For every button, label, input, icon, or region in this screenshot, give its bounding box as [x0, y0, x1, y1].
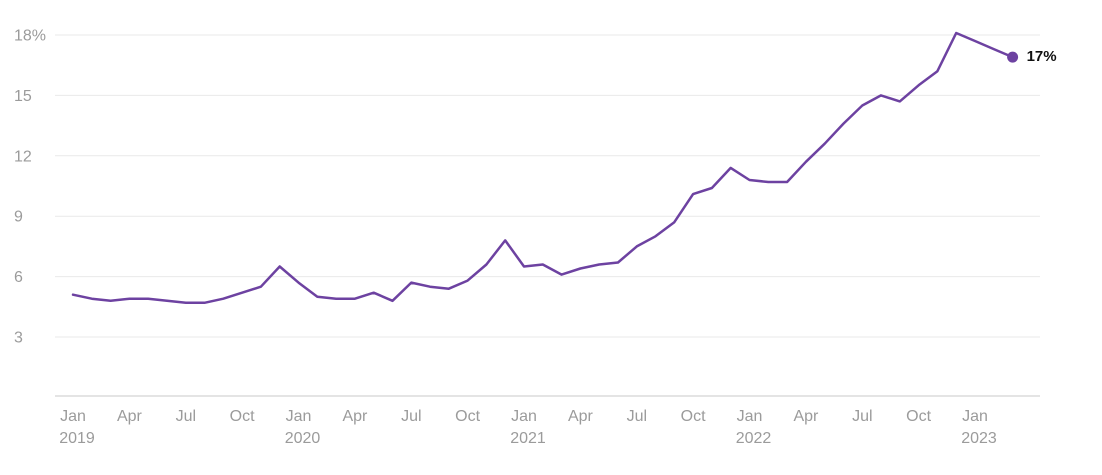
x-axis-year-label: 2022	[736, 430, 772, 447]
x-axis-tick-label: Jan	[60, 408, 86, 425]
x-axis-tick-label: Jul	[176, 408, 196, 425]
x-axis-year-label: 2020	[285, 430, 321, 447]
x-axis-tick-label: Jan	[286, 408, 312, 425]
x-axis-tick-label: Jan	[962, 408, 988, 425]
x-axis-tick-label: Apr	[568, 408, 594, 425]
y-axis-tick-label: 9	[14, 209, 23, 226]
x-axis-tick-label: Oct	[681, 408, 706, 425]
x-axis-year-label: 2021	[510, 430, 546, 447]
x-axis-tick-label: Jul	[401, 408, 421, 425]
latest-point-marker	[1007, 51, 1019, 63]
data-line	[71, 31, 1014, 305]
x-axis-tick-label: Oct	[455, 408, 480, 425]
x-axis-year-label: 2023	[961, 430, 997, 447]
x-axis-tick-label: Jan	[511, 408, 537, 425]
x-axis-year-label: 2019	[59, 430, 95, 447]
x-axis-tick-label: Jan	[737, 408, 763, 425]
x-axis-tick-label: Apr	[793, 408, 819, 425]
latest-value-label: 17%	[1026, 48, 1057, 66]
y-axis-tick-label: 3	[14, 330, 23, 347]
y-axis-tick-label: 18%	[14, 28, 46, 45]
y-axis-tick-label: 15	[14, 88, 32, 105]
y-axis-tick-label: 12	[14, 148, 32, 165]
x-axis-tick-label: Jul	[627, 408, 647, 425]
x-axis-tick-label: Apr	[117, 408, 143, 425]
x-axis-tick-label: Oct	[906, 408, 931, 425]
x-axis-tick-label: Oct	[230, 408, 255, 425]
x-axis-tick-label: Apr	[342, 408, 368, 425]
x-axis-tick-label: Jul	[852, 408, 872, 425]
y-axis-tick-label: 6	[14, 269, 23, 286]
